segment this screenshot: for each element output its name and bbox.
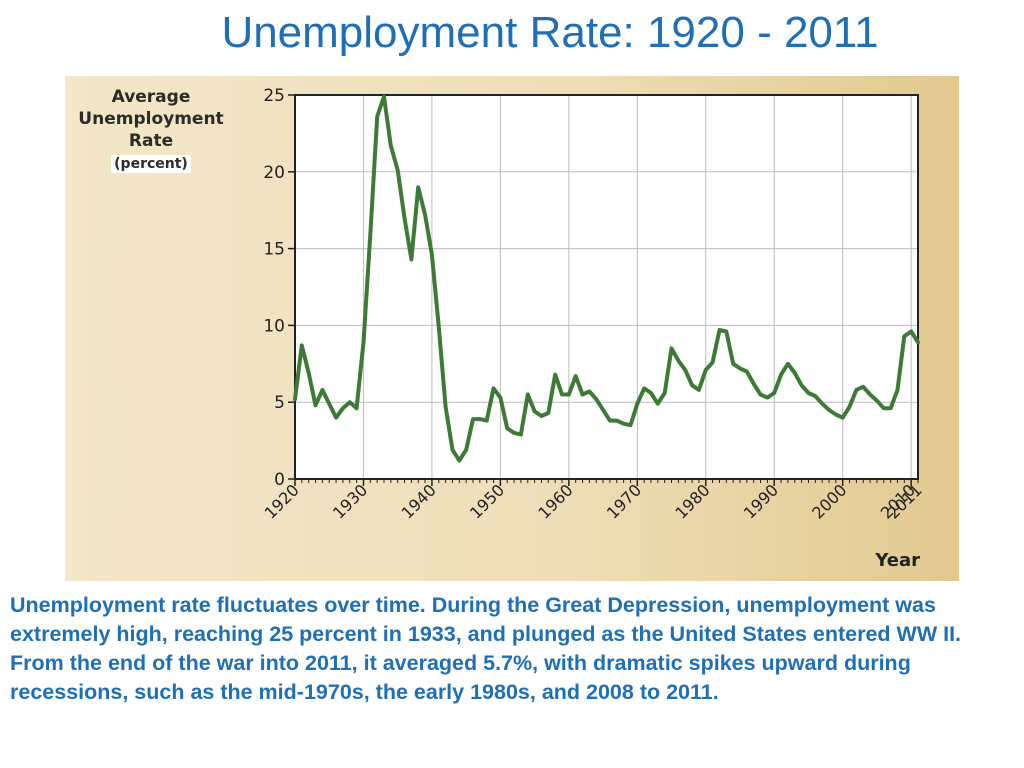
y-axis-unit: (percent) (111, 155, 191, 173)
chart-panel: Average Unemployment Rate (percent) 0 5 10… (65, 76, 959, 581)
y-tick-label: 5 (274, 393, 285, 413)
x-tick-label: 1960 (534, 480, 576, 522)
line-chart: 0 5 10 15 20 25 1920 1930 1940 1950 1960 1970 1980 19… (261, 86, 926, 571)
y-axis-label: Average Unemployment Rate (percent) (65, 86, 237, 174)
x-axis-label: Year (874, 550, 920, 571)
x-tick-label: 1990 (740, 480, 782, 522)
y-axis-label-line: Rate (128, 131, 174, 151)
x-tick-label: 1970 (603, 480, 645, 522)
y-axis-label-line: Average (111, 87, 191, 107)
plot-area (295, 95, 918, 479)
y-axis-label-line: Unemployment (78, 109, 224, 129)
y-tick-label: 10 (263, 316, 285, 336)
slide-title: Unemployment Rate: 1920 - 2011 (221, 8, 879, 57)
y-tick-label: 20 (263, 163, 285, 183)
x-tick-label: 1980 (671, 480, 713, 522)
x-tick-label: 1930 (329, 480, 371, 522)
caption-text: Unemployment rate fluctuates over time. … (10, 593, 962, 704)
x-tick-label: 2011 (884, 480, 926, 522)
x-tick-label: 2000 (808, 480, 850, 522)
y-tick-label: 15 (263, 240, 285, 260)
x-tick-label: 1940 (398, 480, 440, 522)
y-tick-label: 25 (263, 86, 285, 106)
plot-frame (294, 94, 919, 480)
series-line-unemployment (293, 94, 920, 463)
x-tick-label: 1950 (466, 480, 508, 522)
y-tick-label: 0 (274, 470, 285, 490)
x-tick-label: 1920 (261, 480, 303, 522)
